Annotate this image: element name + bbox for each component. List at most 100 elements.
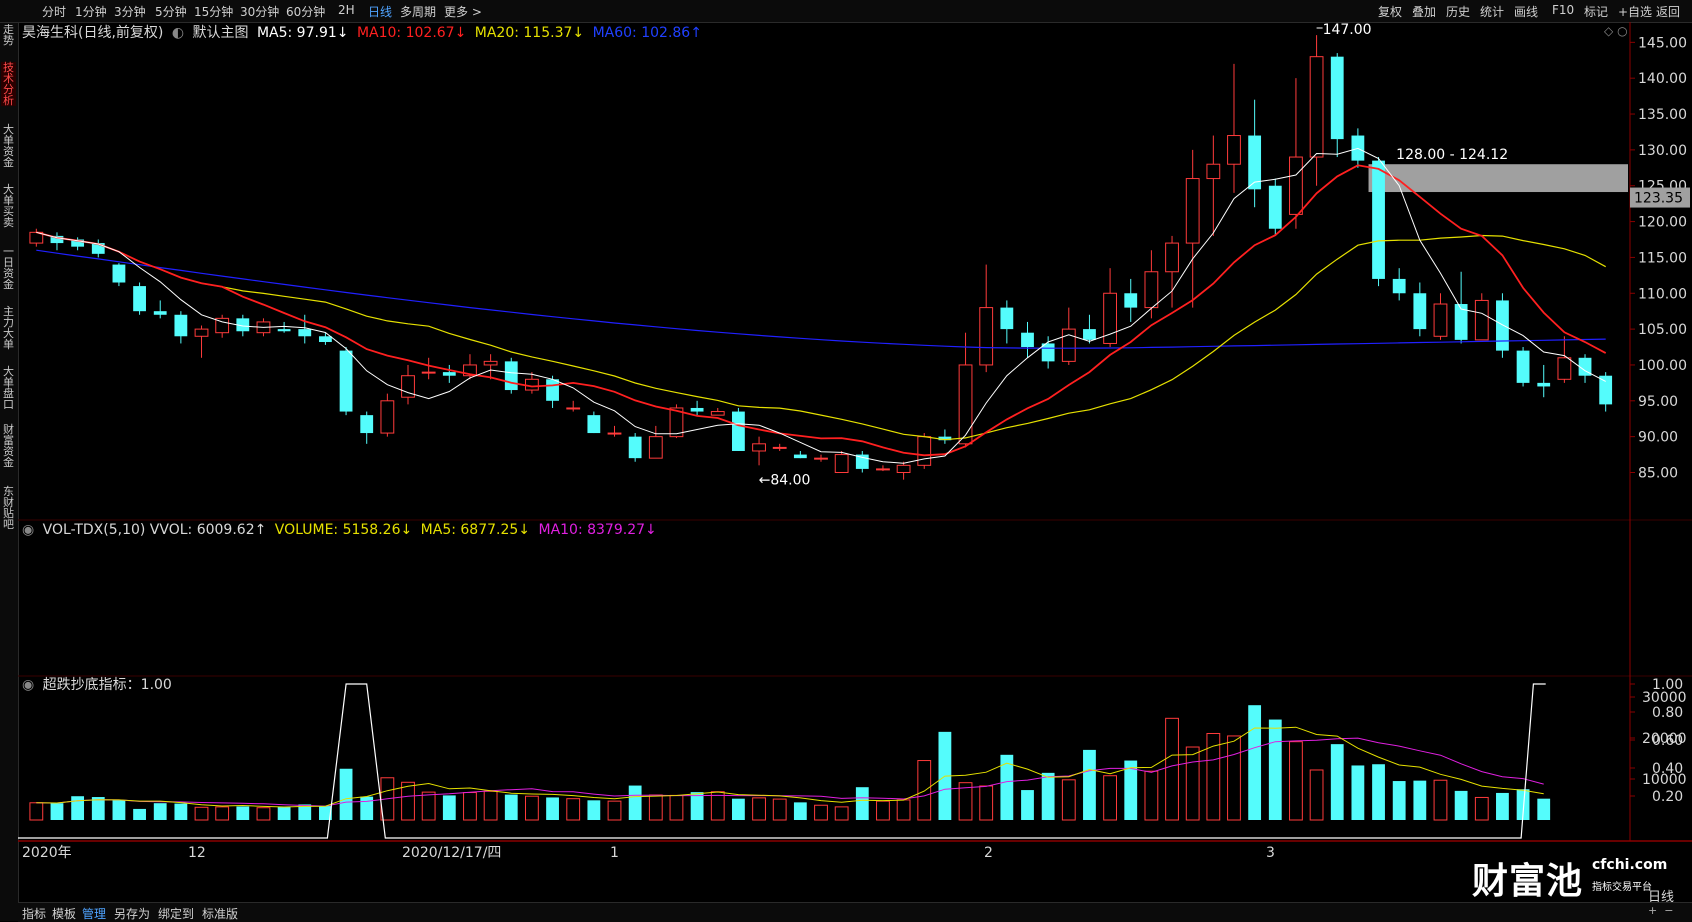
- tab-3[interactable]: 5分钟: [155, 5, 187, 19]
- candle-body: [814, 457, 828, 460]
- tab-6[interactable]: 60分钟: [286, 5, 326, 19]
- toolbar-right-3[interactable]: 统计: [1480, 5, 1505, 19]
- volume-bar: [1124, 760, 1138, 820]
- candle-body: [938, 436, 952, 441]
- sidebar-item-3[interactable]: 大单买卖: [3, 183, 14, 229]
- toolbar-right-6[interactable]: 标记: [1584, 5, 1609, 19]
- volume-bar: [732, 798, 745, 820]
- stock-chart[interactable]: 145.00140.00135.00130.00125.00120.00115.…: [18, 22, 1692, 902]
- zone-price-label: 123.35: [1634, 191, 1683, 207]
- sidebar-item-6[interactable]: 大单盘口: [3, 365, 14, 411]
- sidebar-item-8[interactable]: 东财贴吧: [3, 485, 14, 531]
- volume-bar: [1185, 746, 1200, 821]
- candle-body: [112, 264, 126, 283]
- tab-2[interactable]: 3分钟: [114, 5, 146, 19]
- volume-bar: [442, 795, 456, 820]
- toolbar-right-1[interactable]: 叠加: [1412, 5, 1437, 19]
- sidebar-item-5[interactable]: 主力大单: [3, 305, 14, 351]
- date-axis-label: 12: [188, 845, 206, 861]
- collapse-icon[interactable]: ◉: [22, 677, 35, 693]
- candle-body: [648, 436, 663, 459]
- candle-body: [277, 329, 291, 332]
- candle-body: [1206, 163, 1221, 180]
- candle-body: [133, 286, 146, 312]
- volume-bar: [1000, 754, 1014, 820]
- toolbar-right-5[interactable]: F10: [1552, 3, 1575, 17]
- candle-body: [607, 432, 622, 435]
- volume-bar: [958, 782, 973, 821]
- toolbar-right-7[interactable]: +自选: [1618, 5, 1653, 19]
- candle-body: [442, 372, 456, 376]
- candle-body: [194, 328, 209, 337]
- bottom-tab-1[interactable]: 模板: [52, 907, 77, 921]
- volume-bar: [628, 785, 642, 820]
- candle-body: [1185, 178, 1200, 244]
- tab-5[interactable]: 30分钟: [240, 5, 280, 19]
- volume-bar: [50, 803, 64, 820]
- collapse-icon[interactable]: ◉: [22, 522, 35, 538]
- candle-body: [1392, 278, 1406, 294]
- candle-body: [1165, 242, 1179, 273]
- toolbar-right-4[interactable]: 画线: [1514, 5, 1539, 19]
- candle-body: [958, 364, 973, 445]
- candlestick-series: 147.00 ←84.00: [29, 22, 1613, 489]
- volume-bar: [401, 781, 415, 821]
- candle-body: [1433, 303, 1448, 337]
- candle-body: [483, 360, 498, 366]
- sidebar-item-2[interactable]: 大单资金: [3, 123, 14, 169]
- candle-body: [1474, 299, 1489, 341]
- price-axis-label: 95.00: [1638, 394, 1678, 410]
- template-name[interactable]: 默认主图: [192, 25, 249, 41]
- volume-bar: [710, 791, 725, 821]
- volume-bar: [1268, 719, 1282, 820]
- candle-body: [298, 329, 312, 337]
- tab-0[interactable]: 分时: [42, 5, 67, 19]
- volume-bar: [71, 796, 85, 820]
- sidebar-item-1[interactable]: 技术分析: [1, 61, 16, 107]
- diamond-icon[interactable]: ◇: [1604, 24, 1614, 38]
- template-icon[interactable]: ◐: [171, 25, 185, 41]
- volume-bar: [483, 790, 498, 821]
- vol-ma5: MA5: 6877.25↓: [420, 522, 531, 538]
- tab-9[interactable]: 多周期: [400, 5, 437, 19]
- zoom-controls[interactable]: + −: [1648, 904, 1674, 917]
- ma20-value: MA20: 115.37↓: [474, 25, 585, 41]
- circle-icon[interactable]: ○: [1617, 24, 1628, 38]
- toolbar-right-2[interactable]: 历史: [1446, 5, 1471, 19]
- sidebar-item-7[interactable]: 财富资金: [3, 423, 14, 469]
- bottom-tab-4[interactable]: 绑定到: [158, 907, 195, 921]
- vol-axis-label: 10000: [1642, 772, 1687, 788]
- candle-body: [504, 361, 518, 391]
- tab-1[interactable]: 1分钟: [75, 5, 107, 19]
- volume-bar: [814, 804, 828, 821]
- price-axis-label: 135.00: [1638, 107, 1687, 123]
- volume-bar: [133, 808, 146, 820]
- tab-7[interactable]: 2H: [338, 3, 355, 17]
- toolbar-right-0[interactable]: 复权: [1378, 5, 1403, 19]
- candle-body: [463, 364, 477, 377]
- volume-bar: [1413, 780, 1427, 820]
- tab-4[interactable]: 15分钟: [194, 5, 234, 19]
- candle-body: [421, 371, 436, 374]
- watermark-site: cfchi.com: [1592, 857, 1668, 873]
- toolbar-right-8[interactable]: 返回: [1656, 5, 1681, 19]
- tab-8[interactable]: 日线: [368, 5, 393, 19]
- candle-body: [215, 317, 230, 334]
- bottom-tab-0[interactable]: 指标: [22, 907, 47, 921]
- candle-body: [1496, 300, 1509, 351]
- bottom-tab-5[interactable]: 标准版: [202, 907, 239, 921]
- volume-bar: [607, 800, 622, 821]
- indicator-line: [18, 683, 1546, 839]
- candle-body: [834, 454, 849, 473]
- vol-volume: VOLUME: 5158.26↓: [274, 522, 413, 538]
- bottom-tab-3[interactable]: 另存为: [114, 907, 151, 921]
- sidebar-item-4[interactable]: 一日资金: [3, 245, 14, 291]
- volume-bar: [421, 791, 436, 821]
- price-zone: 128.00 - 124.12 123.35: [1368, 147, 1690, 208]
- bottom-tab-2[interactable]: 管理: [82, 907, 107, 921]
- candle-body: [1000, 307, 1014, 330]
- vol-axis-label: 30000: [1642, 690, 1687, 706]
- candle-body: [1516, 350, 1530, 383]
- candle-body: [525, 378, 539, 391]
- tab-10[interactable]: 更多 >: [444, 5, 482, 19]
